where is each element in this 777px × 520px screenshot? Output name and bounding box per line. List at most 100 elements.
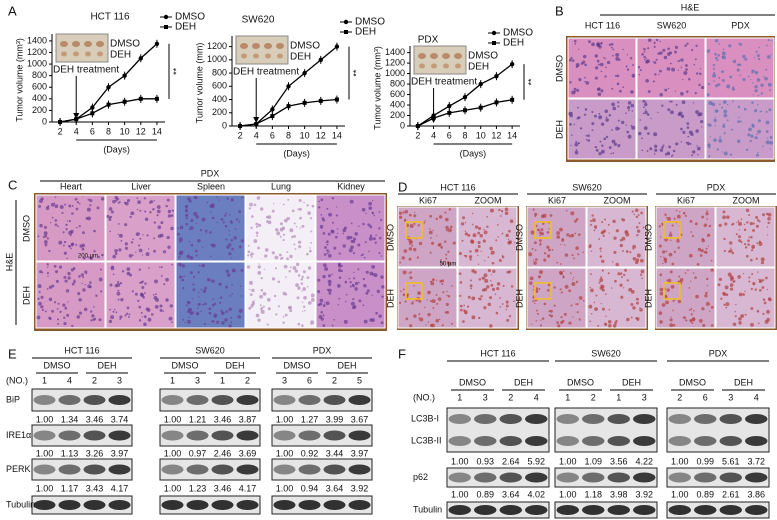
texture [467, 233, 471, 237]
texture [81, 282, 83, 284]
texture [189, 256, 194, 260]
texture [44, 234, 48, 238]
tumor [454, 53, 462, 59]
texture [617, 101, 620, 104]
texture [139, 281, 142, 284]
texture [335, 235, 338, 239]
texture [642, 226, 645, 229]
texture [473, 297, 475, 299]
texture [584, 63, 587, 67]
texture [128, 253, 133, 258]
texture [188, 199, 192, 203]
column-label: Liver [131, 181, 151, 191]
texture [653, 41, 656, 44]
texture [408, 247, 413, 251]
texture [381, 295, 384, 298]
texture [594, 76, 598, 80]
texture [327, 288, 332, 293]
texture [403, 249, 408, 253]
texture [622, 48, 624, 51]
texture [714, 52, 717, 56]
texture [531, 323, 533, 325]
texture [295, 262, 300, 267]
texture [646, 59, 650, 64]
texture [258, 272, 261, 274]
texture [363, 319, 368, 324]
texture [358, 299, 362, 303]
texture [67, 276, 71, 280]
texture [701, 307, 705, 311]
texture [627, 105, 631, 110]
texture [363, 256, 366, 259]
texture [155, 298, 159, 302]
texture [230, 321, 233, 324]
point [415, 124, 420, 128]
texture [86, 207, 91, 212]
band [58, 500, 81, 510]
texture [221, 321, 225, 325]
texture [301, 324, 304, 327]
texture [185, 222, 189, 226]
texture [483, 230, 488, 235]
texture [124, 223, 128, 227]
texture [695, 110, 700, 114]
texture [479, 233, 483, 238]
texture [464, 254, 468, 258]
texture [71, 324, 74, 328]
texture [557, 324, 561, 328]
texture [296, 296, 300, 300]
texture [507, 229, 511, 233]
texture [587, 139, 591, 142]
texture [685, 64, 688, 67]
point [447, 103, 452, 109]
band [33, 430, 56, 441]
blot [666, 467, 770, 488]
quantification: 1.00 [671, 489, 689, 499]
tumor [240, 43, 248, 49]
sample-number: 3 [483, 392, 488, 402]
texture [459, 304, 463, 308]
texture [658, 244, 662, 248]
texture [578, 48, 580, 50]
band [161, 430, 184, 441]
texture [349, 285, 352, 288]
texture [571, 254, 573, 256]
texture [59, 205, 64, 209]
quantification: 2.46 [214, 448, 232, 458]
band [582, 414, 605, 424]
texture [631, 110, 634, 112]
texture [501, 232, 504, 235]
texture [40, 295, 44, 299]
band [474, 414, 497, 424]
blot [159, 424, 261, 447]
texture [459, 281, 463, 284]
texture [749, 78, 752, 81]
sample-number: 3 [117, 375, 122, 385]
texture [725, 306, 728, 309]
texture [80, 273, 84, 277]
texture [570, 304, 573, 307]
texture [667, 278, 672, 283]
point [510, 97, 515, 102]
point [462, 94, 468, 100]
quantification: 1.00 [451, 489, 469, 499]
texture [637, 214, 640, 216]
texture [574, 150, 579, 155]
texture [331, 221, 334, 224]
x-tick-label: 4 [431, 130, 436, 140]
texture [85, 216, 89, 220]
quantification: 1.18 [584, 489, 602, 499]
texture [66, 313, 70, 317]
texture [582, 251, 584, 253]
condition-label: DEH [514, 377, 533, 387]
texture [134, 292, 138, 296]
texture [499, 305, 502, 308]
texture [171, 321, 173, 324]
sample-number: 1 [170, 375, 175, 385]
texture [469, 284, 473, 288]
texture [611, 129, 613, 131]
texture [601, 221, 604, 224]
texture [321, 217, 325, 220]
texture [667, 108, 671, 112]
row-label: DMSO [643, 224, 653, 251]
